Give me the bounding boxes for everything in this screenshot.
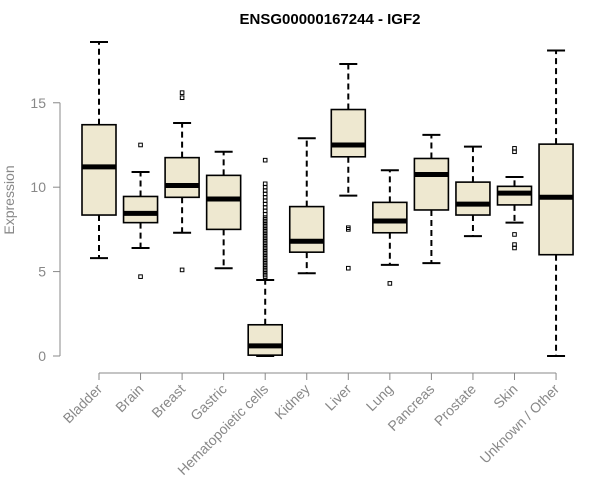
box-breast [164, 90, 200, 273]
x-tick-label: Brain [112, 381, 146, 415]
outlier-point [387, 281, 393, 286]
box-liver [330, 62, 367, 271]
box-lung [372, 169, 408, 286]
x-tick-label: Kidney [271, 381, 313, 423]
x-tick-label: Unknown / Other [477, 381, 563, 467]
outlier-point [512, 232, 517, 237]
iqr-box [413, 157, 450, 211]
y-axis: 0 5 10 15 [30, 95, 61, 364]
box-unknown-other [538, 49, 574, 357]
outlier-point [179, 95, 185, 101]
iqr-box [122, 195, 159, 224]
boxes-layer [81, 41, 574, 357]
iqr-box [288, 205, 325, 253]
outlier-point [512, 245, 517, 251]
iqr-box [81, 123, 117, 216]
iqr-box [455, 181, 491, 216]
iqr-box [164, 156, 200, 199]
box-bladder [81, 41, 117, 260]
box-gastric [205, 150, 242, 270]
outlier-point [346, 227, 351, 232]
x-tick-label: Skin [490, 381, 521, 412]
box-hematopoietic-cells [247, 157, 283, 357]
outlier-point [262, 181, 268, 187]
x-tick-label: Liver [322, 381, 355, 414]
y-tick-label: 15 [30, 95, 46, 111]
outlier-point [179, 90, 185, 95]
outlier-point [138, 274, 143, 279]
outlier-point [179, 267, 185, 273]
iqr-box [205, 174, 242, 231]
y-tick-label: 10 [30, 179, 46, 195]
box-skin [496, 146, 533, 251]
box-pancreas [413, 133, 450, 265]
outlier-point [346, 265, 351, 271]
iqr-box [247, 323, 283, 356]
x-tick-label: Bladder [60, 381, 106, 427]
x-tick-label: Lung [363, 381, 396, 414]
box-prostate [455, 145, 491, 238]
y-axis-label: Expression [1, 165, 17, 234]
iqr-box [330, 108, 367, 158]
y-tick-label: 5 [38, 264, 46, 280]
outlier-point [262, 157, 268, 163]
x-tick-label: Prostate [431, 381, 479, 429]
iqr-box [372, 201, 408, 234]
y-tick-label: 0 [38, 348, 46, 364]
box-brain [122, 142, 159, 279]
iqr-box [496, 185, 533, 206]
outlier-point [512, 149, 517, 155]
chart-title: ENSG00000167244 - IGF2 [240, 11, 421, 28]
x-tick-label: Breast [148, 381, 188, 421]
outlier-point [138, 142, 143, 148]
box-kidney [288, 137, 325, 275]
